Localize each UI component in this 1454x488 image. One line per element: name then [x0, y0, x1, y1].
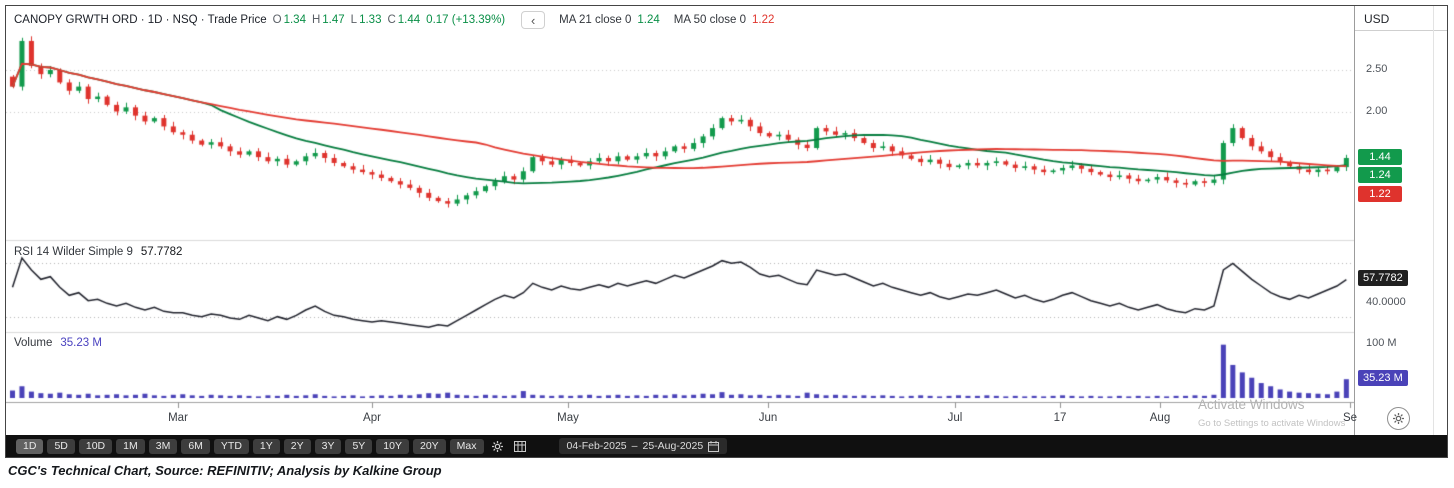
toolbar-events-button[interactable]	[511, 440, 529, 452]
range-button-5d[interactable]: 5D	[47, 438, 75, 454]
gear-icon	[491, 440, 503, 452]
range-button-10y[interactable]: 10Y	[376, 438, 409, 454]
price-tick-200: 2.00	[1366, 105, 1388, 117]
time-axis-label: Aug	[1149, 412, 1171, 424]
range-button-5y[interactable]: 5Y	[345, 438, 373, 454]
ma21-label: MA 21 close 0	[559, 14, 632, 26]
chevron-left-icon: ‹	[530, 12, 536, 28]
range-button-1y[interactable]: 1Y	[252, 438, 280, 454]
last-price-badge: 1.44	[1358, 149, 1402, 165]
ma50-value: 1.22	[752, 14, 775, 26]
volume-scale-tick: 100 M	[1366, 337, 1397, 349]
high-pair: H 1.47	[312, 14, 345, 26]
price-tick-250: 2.50	[1366, 63, 1388, 75]
chart-settings-button[interactable]	[1387, 407, 1410, 430]
low-value: 1.33	[359, 14, 382, 26]
high-label: H	[311, 14, 321, 26]
rsi-label: RSI 14 Wilder Simple 9	[14, 246, 133, 258]
open-value: 1.34	[283, 14, 306, 26]
chart-caption: CGC's Technical Chart, Source: REFINITIV…	[8, 463, 442, 478]
range-button-max[interactable]: Max	[449, 438, 484, 454]
volume-value: 35.23 M	[60, 337, 102, 349]
range-button-2y[interactable]: 2Y	[283, 438, 311, 454]
price-scale-divider	[1354, 6, 1355, 435]
ma50-price-badge: 1.22	[1358, 186, 1402, 202]
ma50-label: MA 50 close 0	[673, 14, 746, 26]
range-button-3y[interactable]: 3Y	[314, 438, 342, 454]
open-label: O	[272, 14, 282, 26]
rsi-legend: RSI 14 Wilder Simple 9 57.7782	[14, 246, 182, 258]
date-range-picker[interactable]: 04-Feb-2025 – 25-Aug-2025	[558, 438, 728, 454]
toolbar-settings-button[interactable]	[488, 440, 507, 453]
date-separator: –	[631, 440, 638, 452]
ma21-value: 1.24	[637, 14, 660, 26]
range-button-3m[interactable]: 3M	[148, 438, 178, 454]
change-value: 0.17 (+13.39%)	[426, 14, 506, 26]
range-button-6m[interactable]: 6M	[181, 438, 210, 454]
instrument-legend: CANOPY GRWTH ORD · 1D · NSQ · Trade Pric…	[14, 11, 774, 29]
rsi-value: 57.7782	[140, 246, 183, 258]
range-toolbar: 1D 5D 10D 1M 3M 6M YTD 1Y 2Y 3Y 5Y 10Y 2…	[6, 435, 1447, 457]
range-button-ytd[interactable]: YTD	[213, 438, 249, 454]
time-axis-label: 17	[1053, 412, 1067, 424]
instrument-title: CANOPY GRWTH ORD · 1D · NSQ · Trade Pric…	[14, 14, 267, 26]
range-button-1d[interactable]: 1D	[16, 438, 44, 454]
price-rsi-volume-chart[interactable]	[6, 6, 1354, 435]
chart-window: CANOPY GRWTH ORD · 1D · NSQ · Trade Pric…	[5, 5, 1448, 458]
currency-label[interactable]: USD	[1364, 12, 1390, 26]
open-pair: O 1.34	[273, 14, 306, 26]
date-to: 25-Aug-2025	[642, 440, 704, 452]
time-axis-label: Se	[1342, 412, 1358, 424]
low-pair: L 1.33	[351, 14, 382, 26]
rsi-scale-tick: 40.0000	[1366, 296, 1406, 308]
activate-windows-watermark: Activate Windows	[1198, 397, 1305, 412]
grid-icon	[513, 440, 526, 452]
ma21-price-badge: 1.24	[1358, 167, 1402, 183]
range-button-10d[interactable]: 10D	[78, 438, 113, 454]
activate-windows-subtext: Go to Settings to activate Windows	[1198, 418, 1346, 429]
time-axis-label: Apr	[363, 412, 381, 424]
scale-right-divider	[1433, 6, 1434, 435]
volume-label: Volume	[14, 337, 53, 349]
close-label: C	[387, 14, 396, 26]
collapse-legend-button[interactable]: ‹	[521, 11, 546, 29]
range-button-20y[interactable]: 20Y	[412, 438, 446, 454]
rsi-value-badge: 57.7782	[1358, 270, 1408, 286]
date-from: 04-Feb-2025	[566, 440, 627, 452]
time-axis-label: Jun	[758, 412, 778, 424]
high-value: 1.47	[322, 14, 345, 26]
time-axis-label: May	[557, 412, 579, 424]
volume-legend: Volume 35.23 M	[14, 337, 102, 349]
currency-divider	[1355, 30, 1447, 31]
time-axis-label: Jul	[947, 412, 963, 424]
volume-value-badge: 35.23 M	[1358, 370, 1408, 386]
range-button-1m[interactable]: 1M	[116, 438, 145, 454]
close-pair: C 1.44	[387, 14, 420, 26]
calendar-icon	[708, 440, 720, 452]
time-axis-label: Mar	[168, 412, 188, 424]
close-value: 1.44	[397, 14, 421, 26]
low-label: L	[350, 14, 358, 26]
gear-icon	[1393, 413, 1404, 424]
